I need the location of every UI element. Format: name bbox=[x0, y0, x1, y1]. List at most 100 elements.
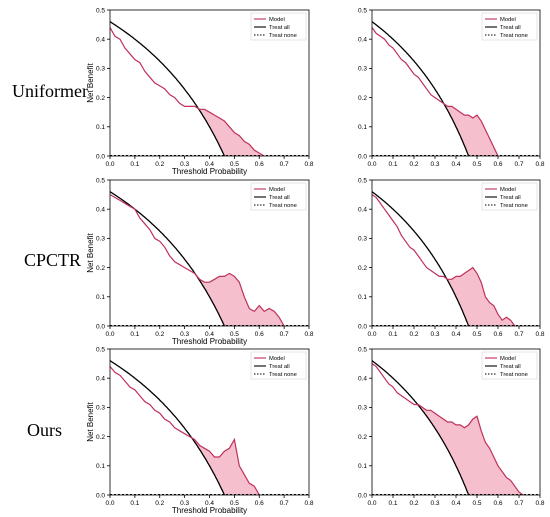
benefit-area bbox=[443, 103, 498, 156]
y-tick-label: 0.5 bbox=[358, 346, 367, 353]
y-tick-label: 0.2 bbox=[358, 95, 367, 102]
y-tick-label: 0.0 bbox=[358, 153, 367, 160]
legend-entry-treat-all: Treat all bbox=[500, 195, 521, 201]
x-tick-label: 0.8 bbox=[535, 161, 544, 168]
legend-entry-treat-none: Treat none bbox=[500, 372, 528, 378]
x-tick-label: 0.2 bbox=[409, 331, 418, 338]
y-tick-label: 0.3 bbox=[96, 66, 105, 73]
x-tick-label: 0.5 bbox=[472, 331, 481, 338]
x-tick-label: 0.7 bbox=[280, 331, 289, 338]
x-tick-label: 0.8 bbox=[304, 331, 313, 338]
x-tick-label: 0.2 bbox=[155, 331, 164, 338]
x-tick-label: 0.0 bbox=[105, 161, 114, 168]
y-tick-label: 0.4 bbox=[358, 37, 367, 44]
legend-entry-treat-all: Treat all bbox=[269, 364, 290, 370]
x-tick-label: 0.8 bbox=[535, 500, 544, 507]
y-tick-label: 0.1 bbox=[358, 294, 367, 301]
legend-entry-treat-all: Treat all bbox=[269, 25, 290, 31]
x-tick-label: 0.4 bbox=[451, 500, 460, 507]
benefit-area bbox=[192, 438, 259, 495]
model-line bbox=[372, 27, 499, 156]
treat-all-line bbox=[372, 21, 470, 156]
treat-all-line bbox=[372, 191, 470, 326]
y-tick-label: 0.2 bbox=[96, 265, 105, 272]
x-tick-label: 0.7 bbox=[514, 331, 523, 338]
x-tick-label: 0.7 bbox=[514, 161, 523, 168]
benefit-area bbox=[447, 267, 515, 326]
treat-all-line bbox=[110, 191, 226, 326]
legend-entry-treat-none: Treat none bbox=[500, 203, 528, 209]
model-line bbox=[110, 194, 285, 326]
y-tick-label: 0.3 bbox=[96, 405, 105, 412]
y-tick-label: 0.5 bbox=[358, 177, 367, 184]
x-tick-label: 0.1 bbox=[130, 331, 139, 338]
treat-all-line bbox=[110, 360, 226, 495]
x-tick-label: 0.3 bbox=[430, 500, 439, 507]
y-tick-label: 0.4 bbox=[96, 376, 105, 383]
legend-entry-model: Model bbox=[500, 356, 516, 362]
y-tick-label: 0.5 bbox=[96, 177, 105, 184]
x-tick-label: 0.3 bbox=[180, 331, 189, 338]
legend-entry-model: Model bbox=[269, 187, 285, 193]
legend-entry-model: Model bbox=[269, 17, 285, 23]
treat-all-line bbox=[110, 21, 226, 156]
row-label-uniformer: Uniformer bbox=[12, 81, 88, 101]
chart-panel-ours-right: 0.0 0.1 0.2 0.3 0.4 0.5 0.6 0.7 0.8 0.0 0.1 0.2 0.3 0… bbox=[358, 346, 545, 507]
x-tick-label: 0.7 bbox=[514, 500, 523, 507]
y-axis-label: Net Benefit bbox=[86, 401, 95, 441]
x-tick-label: 0.8 bbox=[535, 331, 544, 338]
x-tick-label: 0.4 bbox=[205, 500, 214, 507]
x-tick-label: 0.0 bbox=[367, 161, 376, 168]
treat-all-line bbox=[372, 360, 470, 495]
legend-entry-treat-none: Treat none bbox=[269, 33, 297, 39]
y-tick-label: 0.1 bbox=[96, 124, 105, 131]
x-tick-label: 0.0 bbox=[367, 331, 376, 338]
x-axis-label: Threshold Probability bbox=[172, 337, 247, 346]
y-tick-label: 0.2 bbox=[96, 95, 105, 102]
chart-panel-ours-left: 0.0 0.1 0.2 0.3 0.4 0.5 0.6 0.7 0.8 0.0 0.1 0.2 0.3 0… bbox=[86, 346, 314, 515]
x-tick-label: 0.6 bbox=[255, 500, 264, 507]
legend-entry-treat-all: Treat all bbox=[269, 195, 290, 201]
y-tick-label: 0.0 bbox=[358, 492, 367, 499]
y-tick-label: 0.3 bbox=[358, 405, 367, 412]
x-tick-label: 0.4 bbox=[451, 331, 460, 338]
y-axis-label: Net Benefit bbox=[86, 232, 95, 272]
x-tick-label: 0.5 bbox=[230, 331, 239, 338]
x-tick-label: 0.5 bbox=[472, 500, 481, 507]
x-tick-label: 0.8 bbox=[304, 161, 313, 168]
legend-entry-treat-none: Treat none bbox=[500, 33, 528, 39]
x-tick-label: 0.2 bbox=[155, 500, 164, 507]
y-tick-label: 0.5 bbox=[96, 7, 105, 14]
y-tick-label: 0.1 bbox=[358, 124, 367, 131]
y-tick-label: 0.1 bbox=[358, 463, 367, 470]
y-tick-label: 0.3 bbox=[96, 236, 105, 243]
x-tick-label: 0.3 bbox=[180, 500, 189, 507]
y-tick-label: 0.4 bbox=[96, 37, 105, 44]
chart-panel-cpctr-left: 0.0 0.1 0.2 0.3 0.4 0.5 0.6 0.7 0.8 0.0 0.1 0.2 0.3 0… bbox=[86, 177, 314, 346]
x-tick-label: 0.1 bbox=[130, 161, 139, 168]
y-tick-label: 0.2 bbox=[96, 434, 105, 441]
chart-panel-cpctr-right: 0.0 0.1 0.2 0.3 0.4 0.5 0.6 0.7 0.8 0.0 0.1 0.2 0.3 0… bbox=[358, 177, 545, 338]
model-line bbox=[110, 366, 260, 495]
x-tick-label: 0.7 bbox=[280, 161, 289, 168]
x-axis-label: Threshold Probability bbox=[172, 167, 247, 176]
x-tick-label: 0.7 bbox=[280, 500, 289, 507]
y-tick-label: 0.3 bbox=[358, 66, 367, 73]
x-tick-label: 0.3 bbox=[430, 161, 439, 168]
y-tick-label: 0.1 bbox=[96, 463, 105, 470]
y-tick-label: 0.0 bbox=[96, 323, 105, 330]
x-tick-label: 0.3 bbox=[430, 331, 439, 338]
y-tick-label: 0.5 bbox=[358, 7, 367, 14]
x-tick-label: 0.0 bbox=[105, 500, 114, 507]
benefit-area bbox=[198, 108, 264, 156]
x-tick-label: 0.2 bbox=[409, 500, 418, 507]
x-tick-label: 0.5 bbox=[230, 161, 239, 168]
x-tick-label: 0.2 bbox=[155, 161, 164, 168]
model-line bbox=[372, 363, 524, 495]
legend-entry-model: Model bbox=[500, 17, 516, 23]
x-tick-label: 0.6 bbox=[493, 161, 502, 168]
x-tick-label: 0.5 bbox=[472, 161, 481, 168]
x-tick-label: 0.4 bbox=[205, 161, 214, 168]
x-tick-label: 0.1 bbox=[388, 500, 397, 507]
